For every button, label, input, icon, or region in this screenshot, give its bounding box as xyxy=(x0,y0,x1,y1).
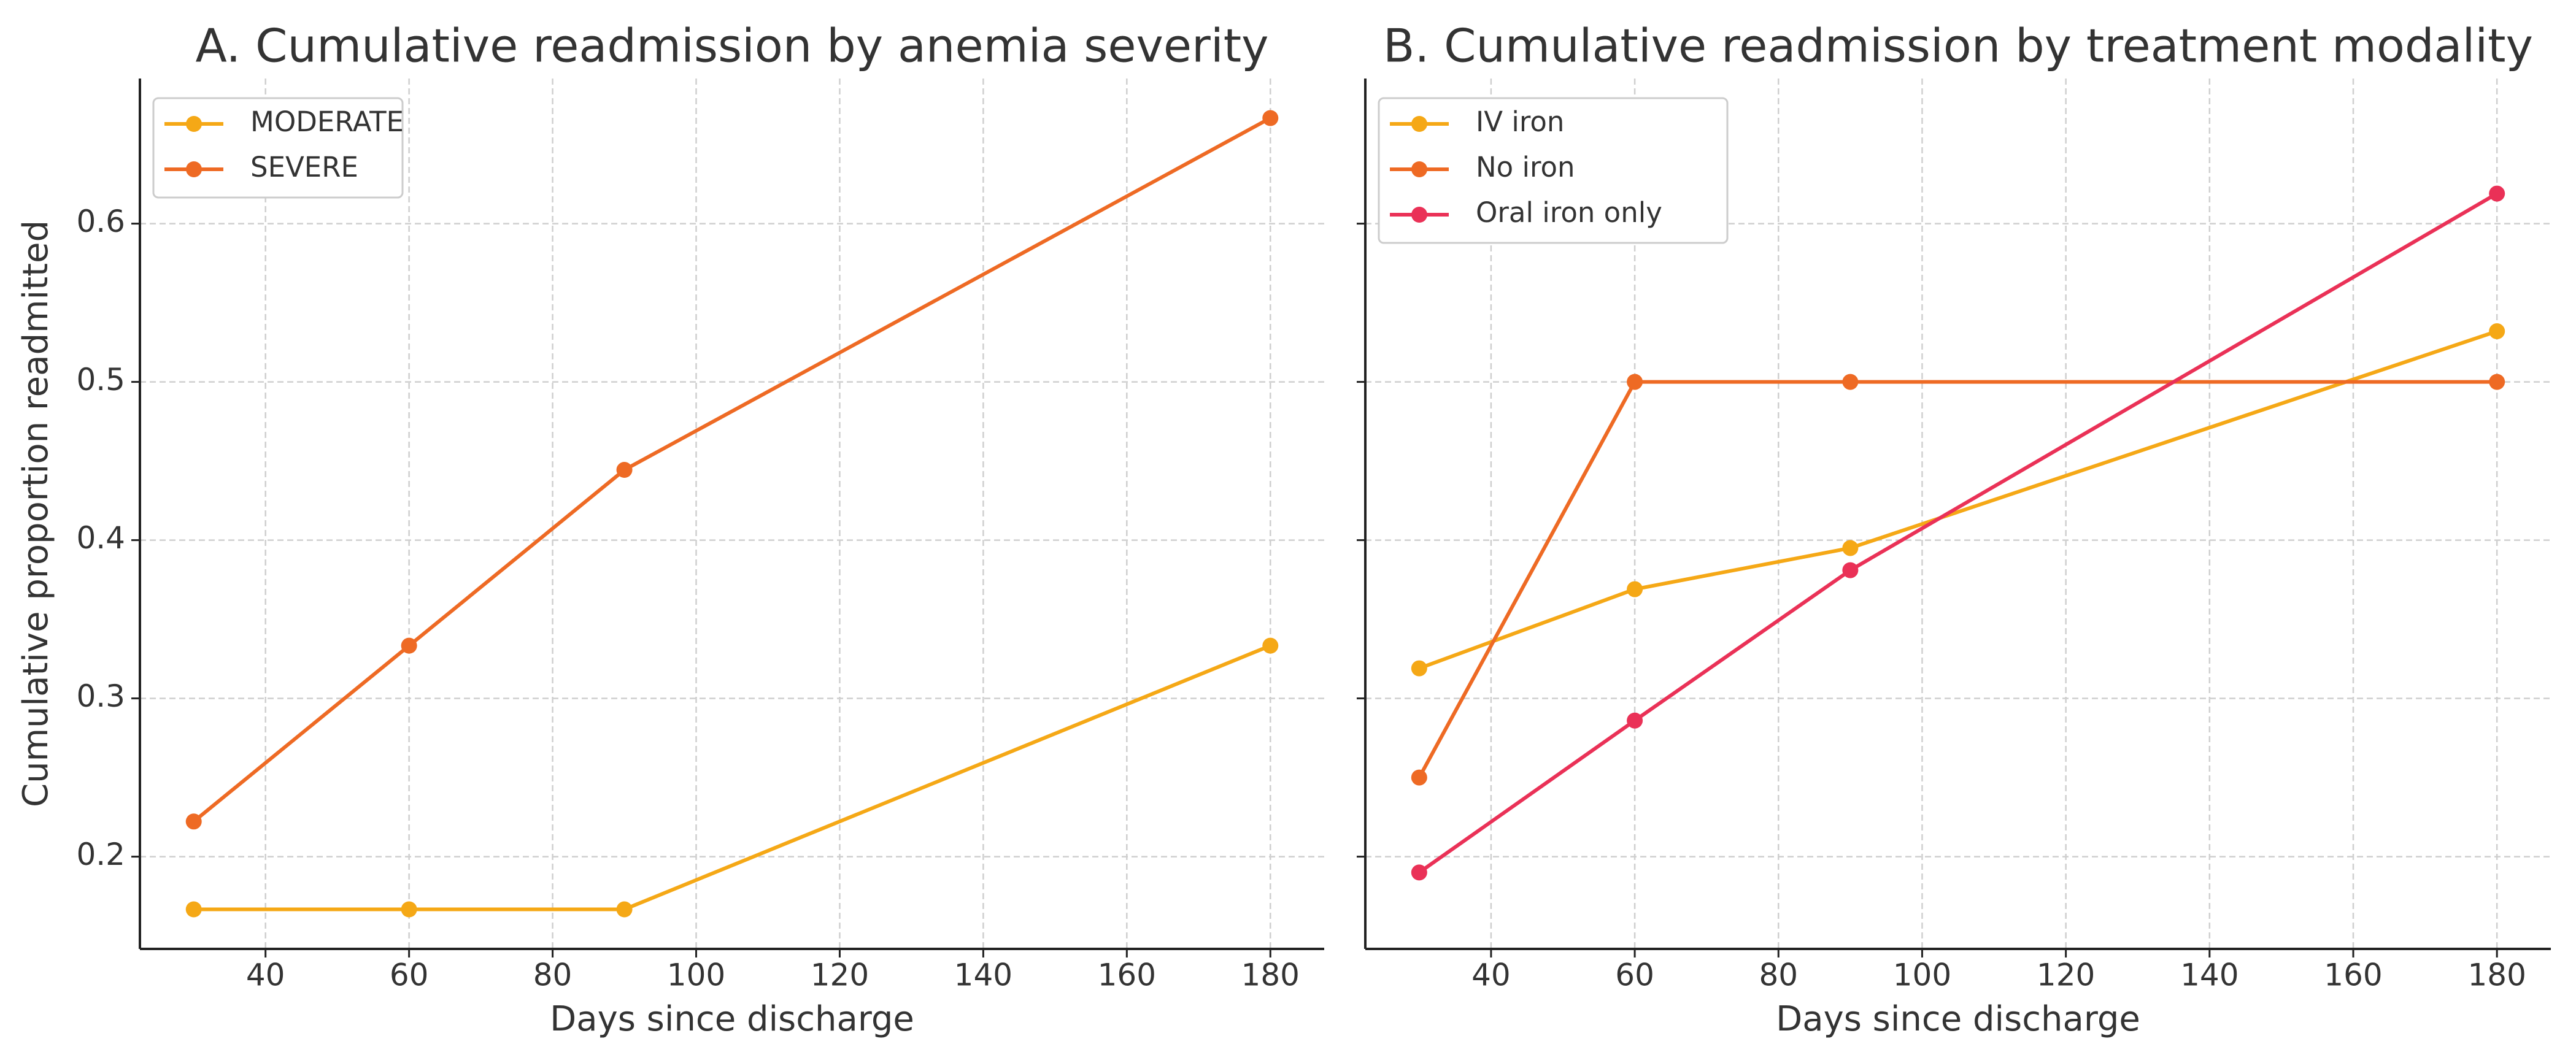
y-tick-label: 0.5 xyxy=(76,362,125,397)
data-point xyxy=(401,637,417,654)
legend-marker xyxy=(1411,161,1427,177)
data-point xyxy=(1842,540,1859,556)
legend-marker xyxy=(186,116,202,132)
legend-marker xyxy=(1411,207,1427,223)
x-tick-label: 120 xyxy=(811,957,869,993)
data-point xyxy=(1627,374,1643,390)
x-tick-label: 60 xyxy=(390,957,429,993)
legend-box xyxy=(1378,97,1729,244)
x-tick-label: 140 xyxy=(2180,957,2239,993)
y-tick-label: 0.4 xyxy=(76,520,125,556)
legend-label: No iron xyxy=(1476,151,1575,183)
legend-marker xyxy=(186,161,202,177)
data-point xyxy=(401,901,417,918)
x-axis-label: Days since discharge xyxy=(550,999,914,1039)
data-point xyxy=(2489,374,2505,390)
data-point xyxy=(185,813,202,830)
data-point xyxy=(1262,110,1279,126)
x-tick-label: 80 xyxy=(1759,957,1798,993)
data-point xyxy=(1411,769,1427,786)
data-point xyxy=(616,901,633,918)
x-axis-label: Days since discharge xyxy=(1776,999,2140,1039)
x-tick-label: 80 xyxy=(533,957,573,993)
x-tick-label: 120 xyxy=(2037,957,2095,993)
x-tick-label: 100 xyxy=(1893,957,1951,993)
x-tick-label: 100 xyxy=(667,957,725,993)
data-point xyxy=(2489,323,2505,340)
y-tick-label: 0.3 xyxy=(76,678,125,714)
data-point xyxy=(1842,374,1859,390)
x-tick-label: 60 xyxy=(1615,957,1654,993)
data-point xyxy=(1627,712,1643,729)
chart-title: A. Cumulative readmission by anemia seve… xyxy=(196,19,1269,73)
data-point xyxy=(616,462,633,478)
data-point xyxy=(1411,660,1427,677)
series-line xyxy=(1418,329,2498,670)
data-point xyxy=(1262,637,1279,654)
series-line xyxy=(1417,380,2497,779)
data-point xyxy=(185,901,202,918)
y-tick-label: 0.6 xyxy=(76,204,125,239)
data-point xyxy=(1411,864,1427,881)
legend-marker xyxy=(1411,116,1427,132)
data-point xyxy=(1842,562,1859,578)
x-tick-label: 40 xyxy=(246,957,285,993)
legend-label: SEVERE xyxy=(250,151,358,183)
chart-title: B. Cumulative readmission by treatment m… xyxy=(1383,19,2533,73)
y-axis-label: Cumulative proportion readmitted xyxy=(16,220,56,807)
x-tick-label: 180 xyxy=(1241,957,1300,993)
series-line xyxy=(192,116,1271,823)
x-tick-label: 40 xyxy=(1471,957,1511,993)
series-line xyxy=(193,643,1271,911)
y-tick-label: 0.2 xyxy=(76,837,125,872)
x-tick-label: 140 xyxy=(954,957,1012,993)
x-tick-label: 160 xyxy=(2324,957,2382,993)
x-tick-label: 180 xyxy=(2467,957,2526,993)
legend-label: MODERATE xyxy=(250,106,404,138)
data-point xyxy=(2489,185,2505,202)
data-point xyxy=(1627,581,1643,597)
legend-label: IV iron xyxy=(1476,106,1564,138)
x-tick-label: 160 xyxy=(1098,957,1156,993)
series-line xyxy=(1418,191,2498,874)
legend-label: Oral iron only xyxy=(1476,196,1662,229)
